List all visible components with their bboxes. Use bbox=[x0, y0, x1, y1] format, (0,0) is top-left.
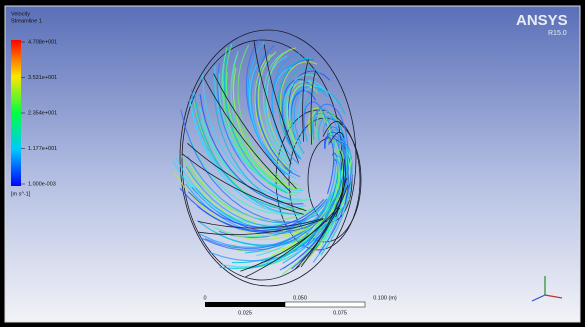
scale-label: 0 bbox=[203, 295, 206, 301]
page: Velocity Streamline 1 4.708e+001 3.531e+0… bbox=[0, 0, 585, 327]
logo-version: R15.0 bbox=[548, 30, 567, 37]
scale-segment bbox=[285, 302, 365, 307]
scale-segment bbox=[205, 302, 285, 307]
legend-unit: [m s^-1] bbox=[11, 191, 31, 197]
color-bar bbox=[11, 40, 21, 186]
logo: ANSYS bbox=[516, 12, 568, 29]
legend-title: Velocity bbox=[11, 11, 30, 17]
viewport: Velocity Streamline 1 4.708e+001 3.531e+0… bbox=[0, 0, 585, 327]
legend-tick-label: 2.354e+001 bbox=[28, 110, 57, 116]
scale-label: 0.025 bbox=[238, 310, 252, 316]
scale-label: 0.050 bbox=[293, 295, 307, 301]
legend-tick-label: 1.000e-003 bbox=[28, 181, 56, 187]
legend-tick-label: 1.177e+001 bbox=[28, 146, 57, 152]
scale-bar bbox=[205, 302, 365, 307]
legend-tick-label: 4.708e+001 bbox=[28, 39, 57, 45]
legend-tick-label: 3.531e+001 bbox=[28, 75, 57, 81]
scale-label: 0.100 (m) bbox=[373, 295, 397, 301]
legend-subtitle: Streamline 1 bbox=[11, 18, 42, 24]
scale-label: 0.075 bbox=[333, 310, 347, 316]
